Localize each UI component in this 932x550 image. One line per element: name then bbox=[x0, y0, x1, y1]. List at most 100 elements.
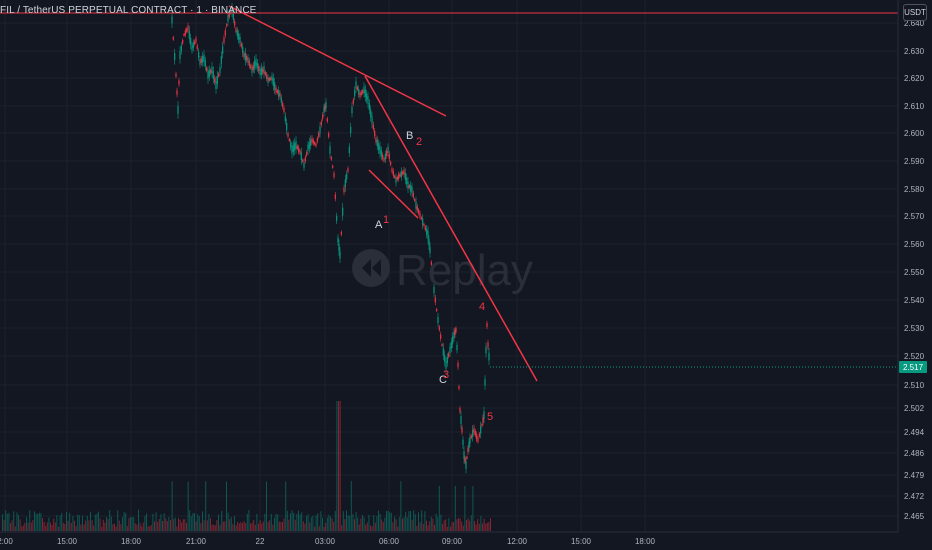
volume-bar bbox=[267, 521, 269, 531]
volume-bar bbox=[86, 515, 88, 531]
volume-bar bbox=[490, 518, 491, 531]
volume-bar bbox=[363, 517, 365, 531]
candle-body bbox=[334, 194, 336, 199]
candle-body bbox=[378, 143, 380, 150]
candle-body bbox=[312, 139, 314, 144]
volume-bar bbox=[5, 510, 7, 531]
volume-bar bbox=[122, 517, 123, 531]
trendline-main[interactable] bbox=[364, 75, 538, 382]
currency-button[interactable]: USDT bbox=[903, 4, 927, 21]
volume-bar bbox=[22, 525, 24, 531]
candle-body bbox=[433, 286, 435, 294]
wave-label-b[interactable]: B bbox=[406, 130, 413, 142]
candle-body bbox=[324, 105, 326, 110]
volume-bar bbox=[341, 525, 343, 531]
candle-body bbox=[364, 89, 366, 98]
volume-bar bbox=[434, 525, 435, 531]
volume-bar bbox=[325, 523, 327, 531]
trendline-upper[interactable] bbox=[228, 5, 447, 117]
candle-body bbox=[203, 54, 205, 62]
volume-bar bbox=[230, 517, 232, 531]
volume-bar bbox=[176, 526, 178, 531]
volume-bar bbox=[160, 514, 162, 531]
candle-body bbox=[437, 316, 439, 324]
volume-bar bbox=[486, 522, 488, 531]
volume-bar bbox=[43, 521, 45, 531]
candle-body bbox=[470, 435, 472, 438]
candle-body bbox=[395, 177, 397, 183]
volume-bar bbox=[99, 518, 101, 531]
candle-body bbox=[410, 185, 412, 192]
volume-bar bbox=[166, 521, 168, 531]
volume-bar bbox=[142, 522, 144, 531]
price-tick-label: 2.550 bbox=[904, 268, 925, 277]
candle-body bbox=[382, 154, 384, 159]
candle-body bbox=[243, 52, 245, 57]
volume-bar bbox=[34, 511, 35, 531]
candle-body bbox=[480, 426, 482, 434]
candle-body bbox=[328, 133, 330, 137]
candle-body bbox=[271, 75, 273, 81]
volume-bar bbox=[222, 521, 224, 531]
candle-body bbox=[408, 185, 410, 188]
candle-body bbox=[231, 6, 233, 14]
candle-body bbox=[270, 77, 272, 80]
candle-body bbox=[454, 330, 456, 335]
candle-body bbox=[308, 142, 310, 149]
candle-body bbox=[420, 217, 422, 220]
candle-body bbox=[282, 103, 284, 108]
volume-bar bbox=[259, 520, 261, 531]
volume-bar bbox=[226, 481, 227, 531]
wave-label-2[interactable]: 2 bbox=[416, 136, 422, 148]
volume-bar bbox=[144, 515, 146, 531]
time-tick-label: 06:00 bbox=[379, 537, 400, 546]
volume-bar bbox=[286, 511, 288, 531]
candle-body bbox=[200, 58, 202, 63]
candle-body bbox=[466, 456, 468, 459]
volume-bar bbox=[291, 510, 293, 531]
price-axis[interactable]: 2.640 2.630 2.620 2.610 2.600 2.590 2.580 2.570… bbox=[897, 0, 932, 532]
current-price-value: 2.517 bbox=[903, 363, 924, 372]
wave-label-a[interactable]: A bbox=[375, 219, 383, 231]
volume-bar bbox=[251, 522, 253, 531]
candle-body bbox=[262, 68, 264, 73]
candle-body bbox=[481, 423, 483, 427]
price-tick-label: 2.540 bbox=[904, 296, 925, 305]
volume-bar bbox=[381, 519, 383, 531]
price-tick-label: 2.570 bbox=[904, 212, 925, 221]
volume-bar bbox=[250, 523, 251, 531]
candle-body bbox=[278, 90, 280, 97]
candle-body bbox=[464, 458, 466, 462]
volume-bar bbox=[82, 515, 83, 531]
wave-label-1[interactable]: 1 bbox=[383, 214, 389, 226]
volume-bar bbox=[419, 522, 421, 531]
candle-body bbox=[427, 231, 429, 239]
wave-label-3[interactable]: 3 bbox=[443, 369, 449, 381]
volume-bar bbox=[104, 522, 106, 531]
wave-label-4[interactable]: 4 bbox=[479, 301, 485, 313]
volume-bar bbox=[19, 519, 21, 531]
symbol-header[interactable]: FIL / TetherUS PERPETUAL CONTRACT · 1 · … bbox=[0, 5, 257, 16]
volume-bar bbox=[310, 517, 312, 531]
volume-bar bbox=[386, 510, 387, 531]
volume-bar bbox=[117, 510, 119, 531]
volume-bar bbox=[366, 522, 368, 531]
candle-body bbox=[199, 59, 201, 65]
wave-label-c[interactable]: C bbox=[439, 374, 447, 386]
candle-body bbox=[316, 138, 318, 142]
volume-bar bbox=[301, 512, 303, 531]
wave-label-5[interactable]: 5 bbox=[487, 411, 493, 423]
candle-body bbox=[359, 92, 361, 98]
volume-bar bbox=[274, 517, 275, 531]
candle-body bbox=[380, 150, 382, 157]
candle-body bbox=[336, 215, 338, 221]
candle-body bbox=[379, 146, 381, 154]
volume-bar bbox=[248, 509, 250, 531]
time-axis[interactable]: 2:00 15:00 18:00 21:00 22 03:00 06:00 09:00 12:0… bbox=[0, 531, 932, 550]
time-tick-label: 21:00 bbox=[186, 537, 207, 546]
candle-body bbox=[348, 146, 350, 154]
volume-bar bbox=[224, 521, 226, 531]
volume-bar bbox=[120, 524, 122, 531]
trendline-channel[interactable] bbox=[368, 169, 419, 219]
